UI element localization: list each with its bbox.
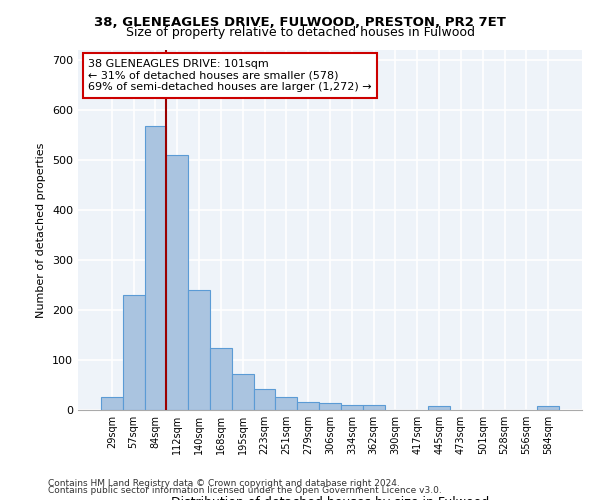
Bar	[254, 389, 275, 410]
Bar	[123, 295, 145, 410]
Bar	[363, 404, 385, 410]
Text: Contains public sector information licensed under the Open Government Licence v3: Contains public sector information licen…	[48, 486, 442, 495]
Bar	[188, 290, 210, 410]
Bar	[210, 348, 232, 410]
Bar	[319, 402, 341, 410]
Y-axis label: Number of detached properties: Number of detached properties	[37, 142, 46, 318]
Bar	[275, 396, 297, 410]
Bar	[145, 126, 166, 410]
Bar	[428, 406, 450, 410]
Text: 38, GLENEAGLES DRIVE, FULWOOD, PRESTON, PR2 7ET: 38, GLENEAGLES DRIVE, FULWOOD, PRESTON, …	[94, 16, 506, 29]
X-axis label: Distribution of detached houses by size in Fulwood: Distribution of detached houses by size …	[171, 496, 489, 500]
Bar	[101, 396, 123, 410]
Bar	[166, 155, 188, 410]
Bar	[341, 405, 363, 410]
Bar	[537, 406, 559, 410]
Bar	[232, 374, 254, 410]
Bar	[297, 402, 319, 410]
Text: Size of property relative to detached houses in Fulwood: Size of property relative to detached ho…	[125, 26, 475, 39]
Text: 38 GLENEAGLES DRIVE: 101sqm
← 31% of detached houses are smaller (578)
69% of se: 38 GLENEAGLES DRIVE: 101sqm ← 31% of det…	[88, 59, 372, 92]
Text: Contains HM Land Registry data © Crown copyright and database right 2024.: Contains HM Land Registry data © Crown c…	[48, 478, 400, 488]
